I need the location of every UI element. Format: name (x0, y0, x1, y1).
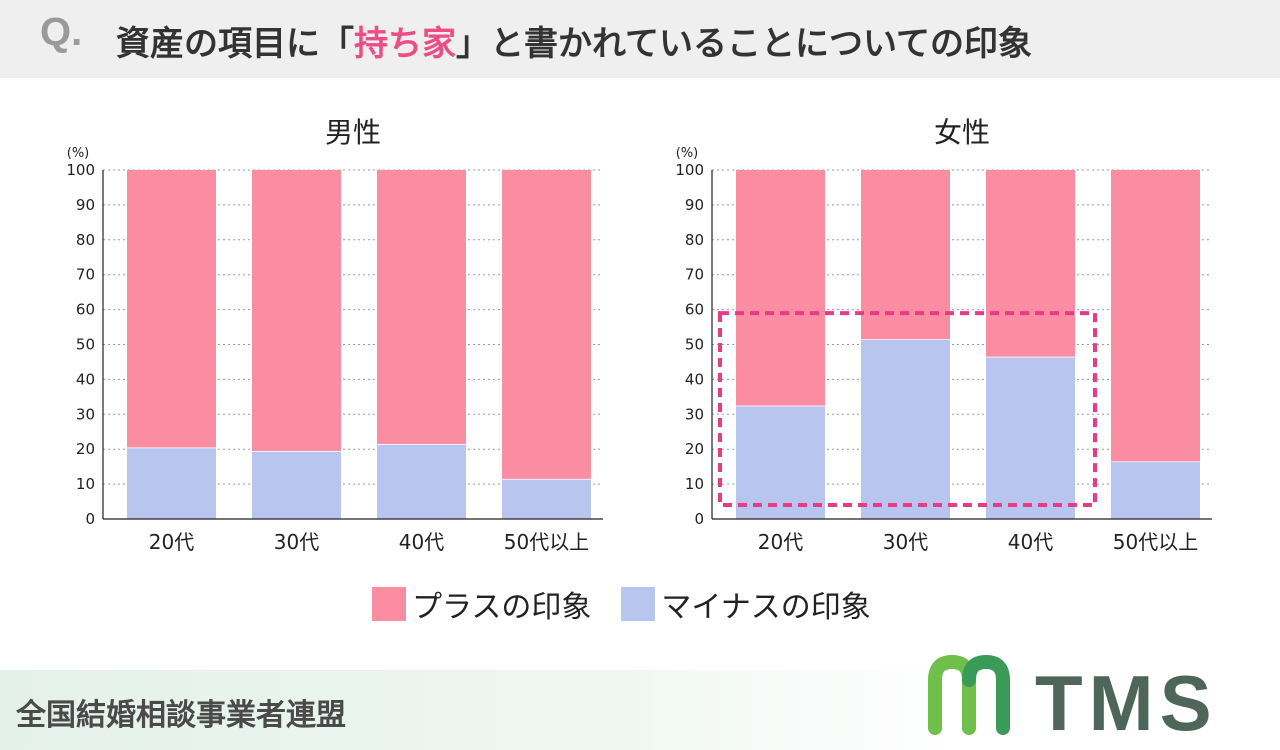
bar-minus (127, 447, 216, 519)
legend: プラスの印象 マイナスの印象 (372, 582, 901, 626)
legend-label-minus: マイナスの印象 (661, 590, 871, 625)
question-pre: 資産の項目に「 (116, 24, 354, 64)
x-tick-label: 50代以上 (504, 530, 589, 554)
bar-minus (736, 405, 825, 519)
legend-swatch-minus (621, 587, 656, 621)
question-mark: Q. (40, 10, 83, 54)
x-tick-label: 20代 (149, 530, 194, 554)
y-tick-label: 0 (694, 510, 704, 528)
y-unit-label-1: (%) (676, 146, 699, 161)
question-post: 」と書かれていることについての印象 (456, 24, 1032, 64)
bar-plus (127, 170, 216, 448)
bar-plus (377, 170, 466, 444)
y-tick-label: 100 (66, 161, 95, 179)
y-tick-label: 70 (685, 266, 704, 284)
bar-minus (377, 443, 466, 519)
x-tick-label: 20代 (758, 530, 803, 554)
logo-text: TMS (1035, 659, 1218, 740)
highlight-box (718, 311, 1097, 508)
organization-name: 全国結婚相談事業者連盟 (16, 698, 346, 733)
bar-plus (736, 170, 825, 406)
logo-mark-icon (928, 654, 1010, 735)
y-tick-label: 50 (685, 336, 704, 354)
y-tick-label: 20 (685, 440, 704, 458)
x-tick-label: 40代 (399, 530, 444, 554)
y-tick-label: 10 (685, 475, 704, 493)
x-tick-label: 50代以上 (1113, 530, 1198, 554)
y-tick-label: 70 (76, 266, 95, 284)
title-bar: Q. 資産の項目に「持ち家」と書かれていることについての印象 (0, 0, 1280, 78)
y-tick-label: 60 (685, 301, 704, 319)
chart-title-1: 女性 (934, 116, 990, 149)
bar-minus (502, 478, 591, 519)
y-tick-label: 40 (685, 370, 704, 388)
y-tick-label: 60 (76, 301, 95, 319)
bar-plus (502, 170, 591, 479)
x-tick-label: 40代 (1008, 530, 1053, 554)
y-tick-label: 90 (685, 196, 704, 214)
legend-item-plus: プラスの印象 (372, 582, 591, 626)
y-tick-label: 100 (675, 161, 704, 179)
y-tick-label: 20 (76, 440, 95, 458)
bar-minus (861, 339, 950, 519)
legend-item-minus: マイナスの印象 (621, 582, 871, 626)
x-tick-label: 30代 (274, 530, 319, 554)
y-tick-label: 30 (685, 405, 704, 423)
x-tick-label: 30代 (883, 530, 928, 554)
y-tick-label: 90 (76, 196, 95, 214)
bar-plus (986, 170, 1075, 357)
bar-plus (1111, 170, 1200, 462)
y-tick-label: 10 (76, 475, 95, 493)
y-tick-label: 0 (85, 510, 95, 528)
y-tick-label: 40 (76, 370, 95, 388)
bar-minus (1111, 461, 1200, 519)
bar-minus (252, 450, 341, 519)
y-unit-label-0: (%) (67, 146, 90, 161)
question-title: 資産の項目に「持ち家」と書かれていることについての印象 (116, 16, 1032, 65)
bar-plus (861, 170, 950, 340)
footer (0, 670, 1280, 750)
y-tick-label: 80 (76, 231, 95, 249)
question-accent: 持ち家 (354, 24, 456, 64)
y-tick-label: 80 (685, 231, 704, 249)
bar-minus (986, 356, 1075, 519)
tms-logo: TMS (928, 654, 1218, 740)
chart-title-0: 男性 (325, 116, 381, 149)
y-tick-label: 50 (76, 336, 95, 354)
legend-swatch-plus (372, 587, 406, 621)
legend-label-plus: プラスの印象 (412, 590, 592, 625)
bar-plus (252, 170, 341, 451)
y-tick-label: 30 (76, 405, 95, 423)
